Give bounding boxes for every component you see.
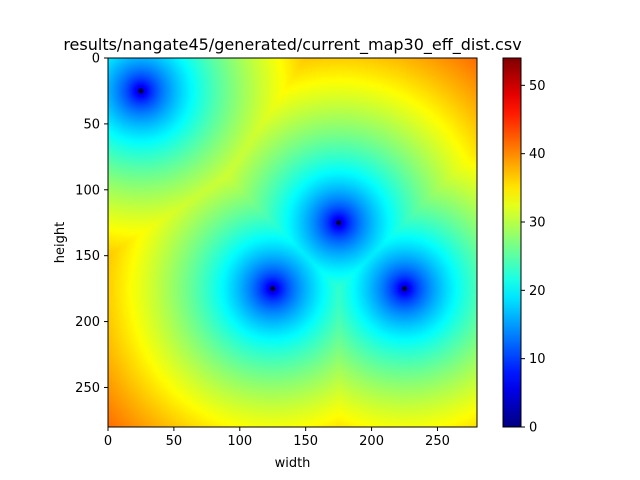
chart-title: results/nangate45/generated/current_map3… <box>63 35 521 55</box>
plot-frame <box>107 57 478 428</box>
x-tick-label: 150 <box>293 434 318 449</box>
x-tick-label: 100 <box>227 434 252 449</box>
y-tick-label: 150 <box>75 249 100 264</box>
x-axis: 0 50 100 150 200 250 <box>104 427 450 449</box>
source-point <box>336 220 342 226</box>
x-tick-label: 200 <box>359 434 384 449</box>
y-axis: 0 50 100 150 200 250 <box>75 52 108 396</box>
colorbar-tick-label: 0 <box>529 421 537 436</box>
y-axis-label: height <box>53 222 68 263</box>
colorbar-tick-label: 40 <box>529 147 546 162</box>
y-tick-label: 50 <box>83 117 100 132</box>
colorbar-tick-label: 30 <box>529 216 546 231</box>
colorbar-tick-label: 50 <box>529 79 546 94</box>
y-tick-label: 200 <box>75 315 100 330</box>
colorbar-tick-label: 20 <box>529 284 546 299</box>
source-point <box>270 286 276 292</box>
source-point <box>138 88 144 94</box>
y-tick-label: 250 <box>75 381 100 396</box>
heatmap-image <box>108 58 477 427</box>
y-tick-label: 0 <box>92 52 100 67</box>
x-axis-label: width <box>275 456 311 471</box>
x-tick-label: 0 <box>104 434 112 449</box>
x-tick-label: 250 <box>425 434 450 449</box>
x-tick-label: 50 <box>166 434 183 449</box>
colorbar: 0 10 20 30 40 50 <box>502 57 546 436</box>
colorbar-tick-label: 10 <box>529 352 546 367</box>
colorbar-gradient <box>502 57 522 428</box>
y-tick-label: 100 <box>75 183 100 198</box>
heatmap-layer <box>108 58 477 427</box>
source-point <box>402 286 408 292</box>
